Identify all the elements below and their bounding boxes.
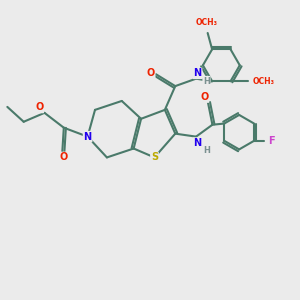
Text: H: H xyxy=(203,76,210,85)
Text: N: N xyxy=(194,68,202,78)
Text: OCH₃: OCH₃ xyxy=(253,77,275,86)
Text: H: H xyxy=(203,146,210,155)
Text: O: O xyxy=(35,103,43,112)
Text: OCH₃: OCH₃ xyxy=(195,18,217,27)
Text: O: O xyxy=(200,92,208,102)
Text: F: F xyxy=(268,136,275,146)
Text: N: N xyxy=(194,138,202,148)
Text: N: N xyxy=(83,132,92,142)
Text: O: O xyxy=(146,68,155,78)
Text: S: S xyxy=(151,152,158,162)
Text: O: O xyxy=(60,152,68,162)
